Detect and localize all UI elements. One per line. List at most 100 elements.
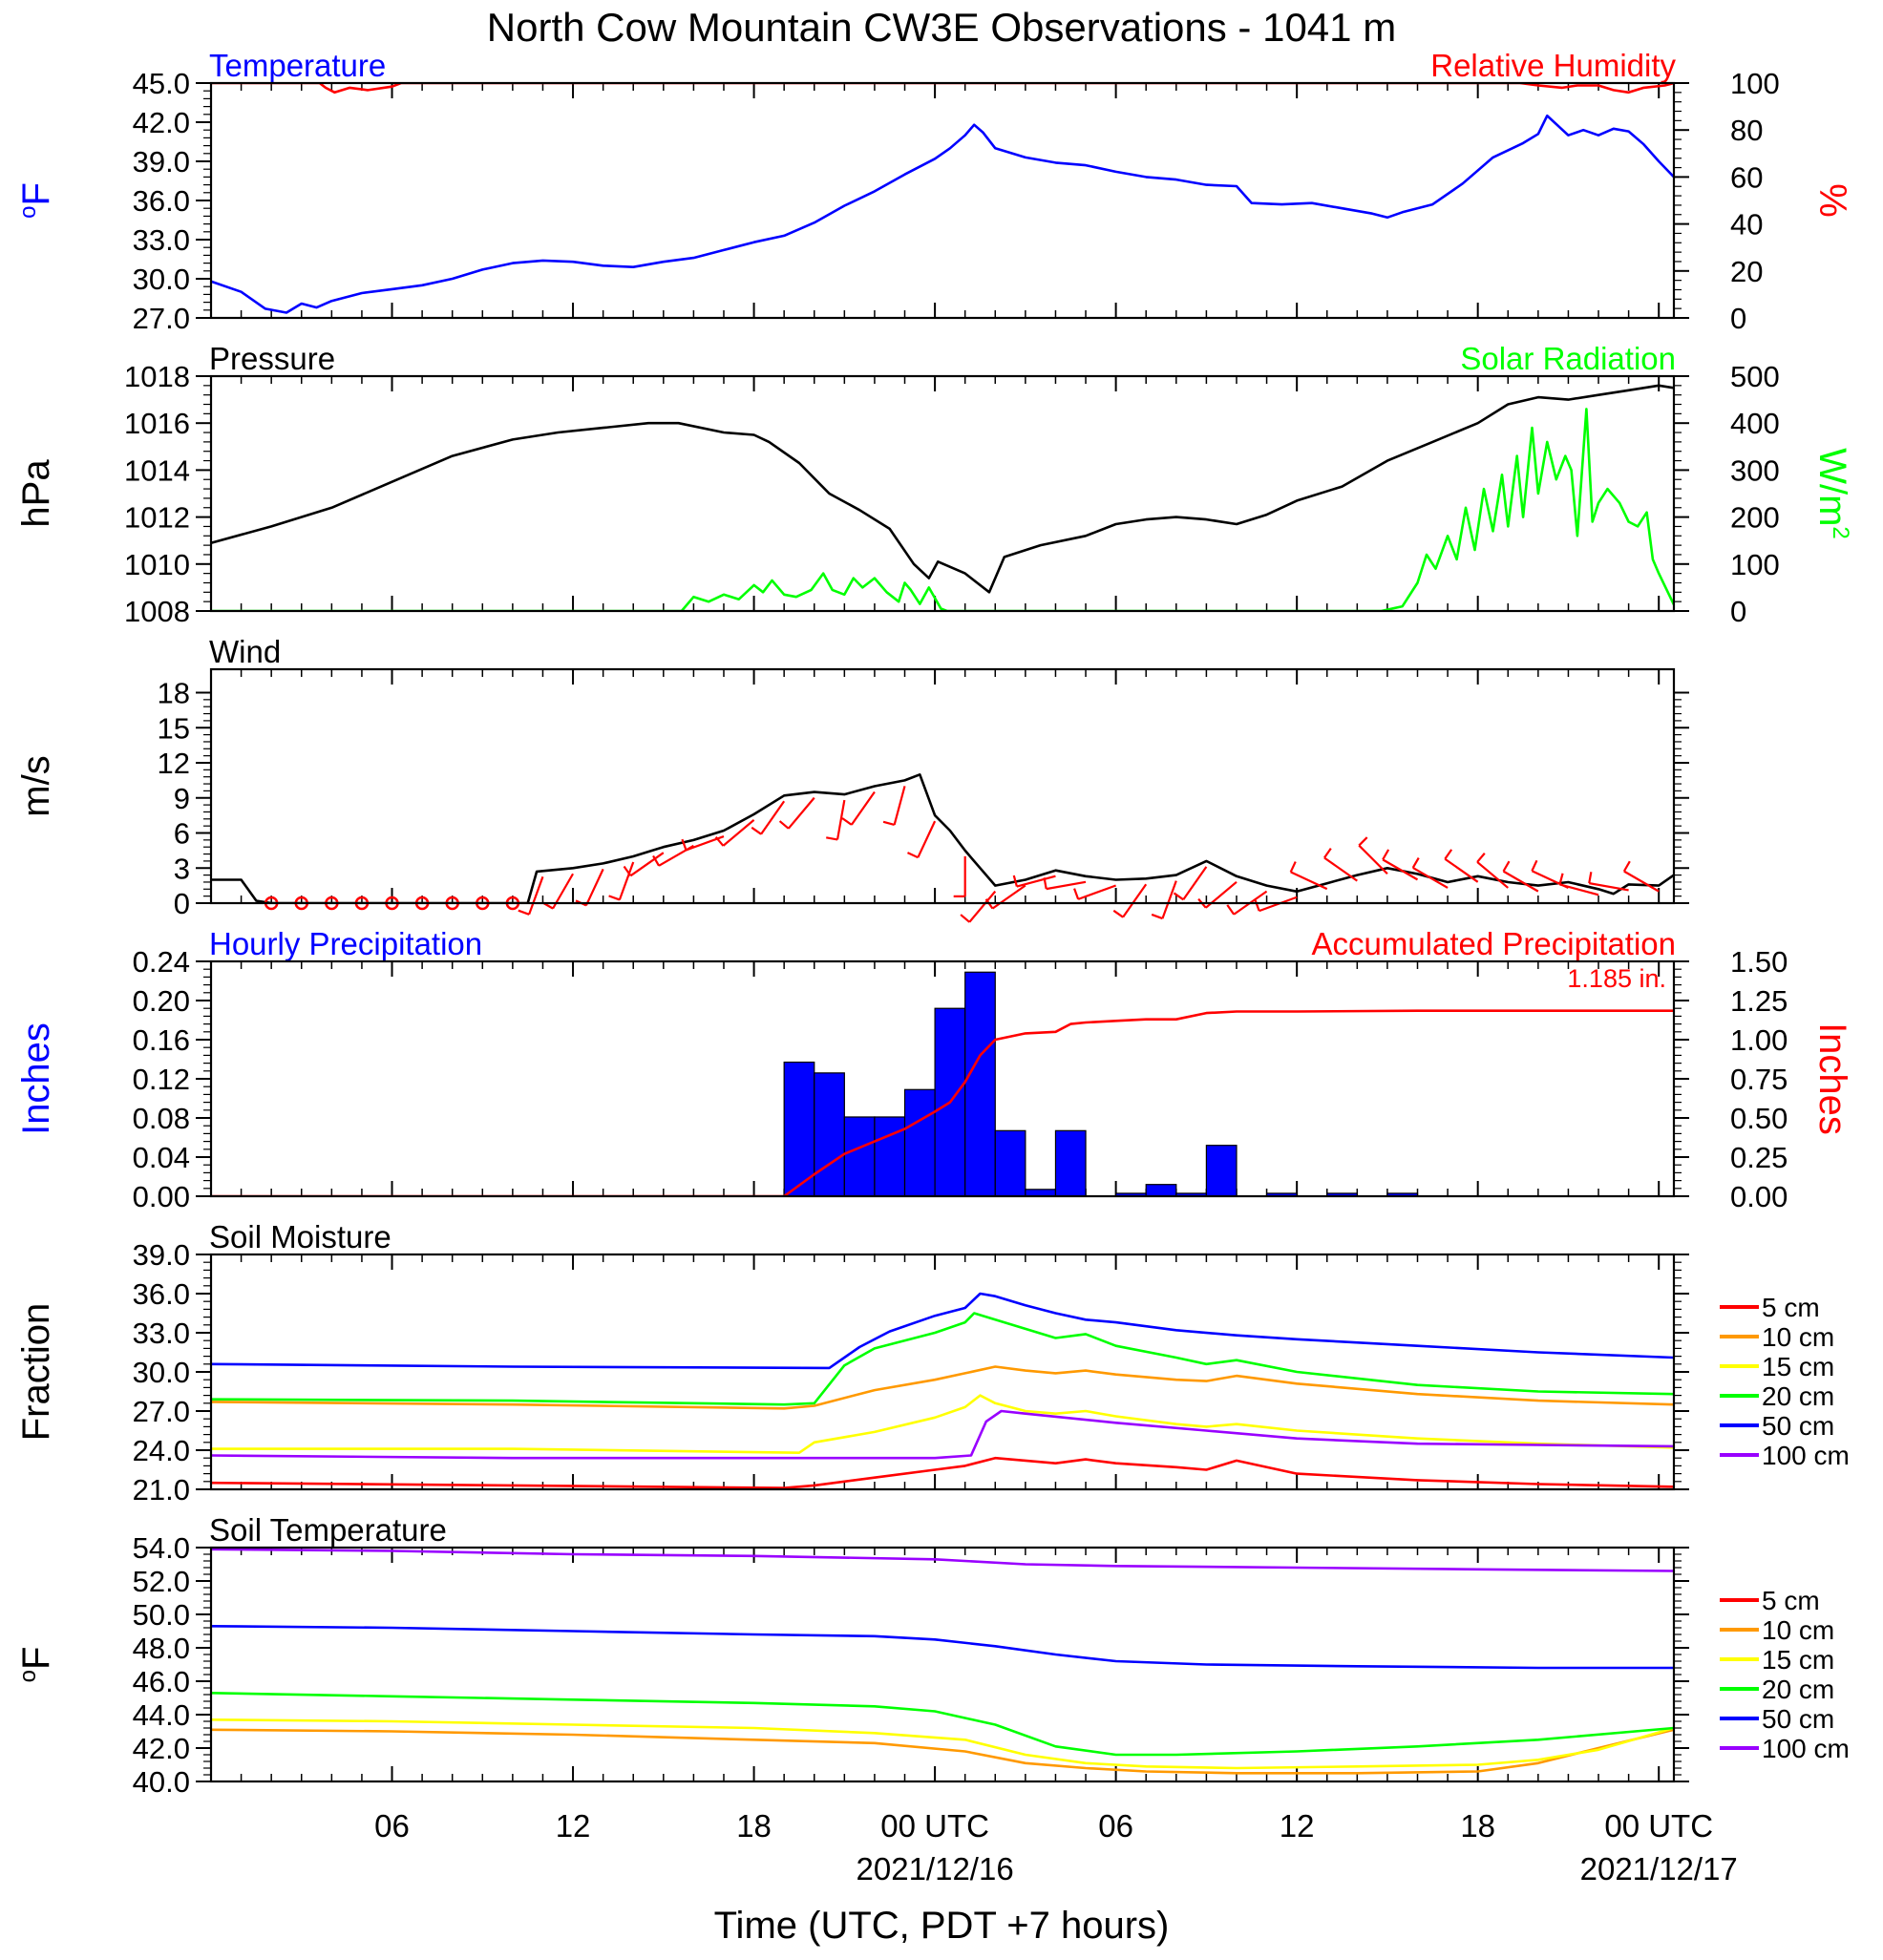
legend-label: 100 cm: [1762, 1441, 1850, 1470]
wind-barb-flag: [960, 914, 970, 923]
y-tick-label-left: 45.0: [133, 67, 190, 100]
x-tick-label: 12: [1280, 1808, 1315, 1844]
y-axis-label-right: W/m2: [1811, 448, 1853, 539]
series-line-20-cm: [211, 1692, 1674, 1757]
wind-barb: [1589, 882, 1629, 892]
wind-barb: [787, 796, 815, 830]
wind-barb: [528, 875, 544, 916]
y-axis-label-left: m/s: [15, 755, 57, 816]
wind-barb-flag: [1012, 875, 1018, 887]
y-tick-label-left: 27.0: [133, 302, 190, 335]
y-tick-label-left: 1010: [124, 548, 190, 581]
wind-barb-flag: [907, 852, 919, 859]
y-tick-label-right: 100: [1730, 548, 1780, 581]
wind-barb-flag: [1173, 892, 1184, 901]
y-tick-label-left: 1018: [124, 360, 190, 393]
legend-label: 10 cm: [1762, 1615, 1834, 1645]
legend-label: 20 cm: [1762, 1381, 1834, 1411]
panel-soil_temperature: 40.042.044.046.048.050.052.054.0 Soil Tem…: [15, 1512, 1850, 1799]
wind-barb-flag: [714, 835, 725, 847]
series-line-15-cm: [211, 1718, 1674, 1770]
series-line-accumulated-precipitation: [211, 1009, 1674, 1196]
x-tick-label: 18: [736, 1808, 772, 1844]
panel-title-right: Accumulated Precipitation: [1311, 926, 1676, 961]
wind-barb-flag: [623, 865, 632, 876]
legend-label: 10 cm: [1762, 1322, 1834, 1352]
wind-barb-flag: [1558, 873, 1564, 885]
wind-barb-flag: [1151, 913, 1163, 920]
wind-barb-flag: [1043, 877, 1047, 890]
y-axis-label-left: Fraction: [15, 1303, 57, 1442]
wind-barb: [1559, 883, 1599, 896]
y-tick-label-left: 0.16: [133, 1023, 190, 1057]
y-axis-label-right: Inches: [1811, 1022, 1853, 1135]
panel-title-left: Soil Moisture: [209, 1219, 391, 1254]
y-tick-label-left: 36.0: [133, 1277, 190, 1311]
y-tick-label-left: 1008: [124, 595, 190, 628]
legend-label: 50 cm: [1762, 1704, 1834, 1734]
precip-bar: [1265, 1192, 1298, 1196]
y-tick-label-left: 0: [174, 887, 190, 920]
wind-barb: [893, 786, 906, 826]
x-date-label: 2021/12/17: [1580, 1851, 1738, 1886]
y-tick-label-left: 24.0: [133, 1434, 190, 1467]
wind-barb: [850, 790, 876, 826]
y-tick-label-left: 0.04: [133, 1141, 190, 1174]
legend-label: 5 cm: [1762, 1586, 1820, 1615]
y-tick-label-left: 27.0: [133, 1395, 190, 1428]
wind-barb: [1046, 880, 1087, 891]
panel-frame: [209, 667, 1676, 905]
wind-barb-flag: [1622, 860, 1631, 873]
y-tick-label-left: 33.0: [133, 223, 190, 257]
y-axis-label-left: hPa: [15, 459, 57, 528]
y-tick-label-right: 1.25: [1730, 984, 1788, 1018]
y-tick-label-left: 33.0: [133, 1317, 190, 1350]
wind-barb-flag: [1073, 888, 1080, 900]
legend-label: 100 cm: [1762, 1734, 1850, 1763]
y-axis-label-left: oF: [15, 182, 57, 219]
wind-barb: [1077, 884, 1117, 900]
y-tick-label-left: 44.0: [133, 1698, 190, 1732]
wind-barb-flag: [681, 838, 688, 851]
y-tick-label-left: 50.0: [133, 1598, 190, 1632]
wind-barb: [1358, 844, 1388, 875]
wind-barb: [836, 799, 846, 840]
wind-barb: [1122, 883, 1148, 918]
panel-temperature_rh: 27.0 30.0 33.0 36.0 39.0 42.0 45.0 0 20 40 60 80 100…: [15, 48, 1853, 335]
wind-barb: [1623, 870, 1660, 893]
plot-area-precipitation: [211, 971, 1674, 1196]
wind-barb-flag: [1289, 861, 1297, 873]
y-tick-label-left: 3: [174, 852, 190, 885]
y-tick-label-right: 0.50: [1730, 1102, 1788, 1135]
series-line-20-cm: [211, 1312, 1674, 1406]
wind-barb-flag: [826, 836, 838, 841]
wind-barb: [618, 861, 635, 900]
wind-barb-flag: [1382, 849, 1390, 860]
y-tick-label-left: 40.0: [133, 1765, 190, 1799]
y-tick-label-left: 30.0: [133, 263, 190, 296]
wind-barb-flag: [1411, 857, 1420, 869]
wind-barb: [629, 852, 665, 877]
wind-barb: [1182, 866, 1208, 900]
precip-bar: [1386, 1192, 1419, 1196]
panel-frame: [209, 81, 1676, 320]
y-tick-label-left: 39.0: [133, 145, 190, 179]
y-tick-label-right: 0: [1730, 302, 1746, 335]
wind-barb: [1161, 880, 1177, 919]
wind-barb-flag: [1254, 899, 1260, 912]
precip-bar: [874, 1116, 906, 1196]
series-line-relative-humidity: [211, 83, 1674, 95]
legend-label: 15 cm: [1762, 1645, 1834, 1675]
panel-frame: [209, 1546, 1676, 1783]
plot-area-temperature_rh: [211, 83, 1674, 314]
wind-barb-flag: [841, 817, 853, 826]
y-tick-label-left: 39.0: [133, 1238, 190, 1272]
y-tick-label-right: 0.25: [1730, 1141, 1788, 1174]
x-tick-label: 06: [1098, 1808, 1133, 1844]
y-tick-label-right: 0.00: [1730, 1180, 1788, 1213]
precip-total-label: 1.185 in.: [1567, 964, 1666, 993]
x-tick-label: 06: [374, 1808, 410, 1844]
legend-label: 50 cm: [1762, 1411, 1834, 1441]
y-tick-label-right: 1.00: [1730, 1023, 1788, 1057]
x-date-label: 2021/12/16: [857, 1851, 1014, 1886]
